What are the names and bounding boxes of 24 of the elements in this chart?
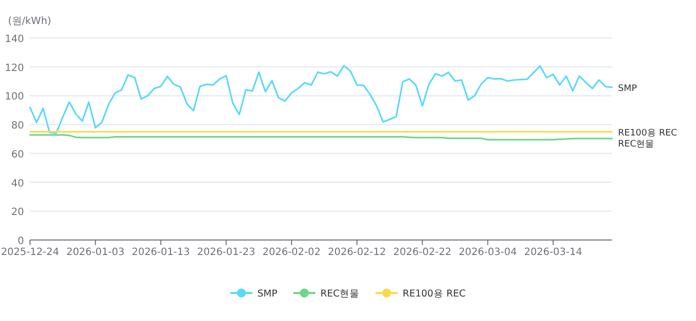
y-tick-label: 100 bbox=[4, 92, 24, 103]
x-tick-label: 2026-01-13 bbox=[132, 247, 190, 258]
x-tick-label: 2026-01-23 bbox=[197, 247, 256, 258]
y-tick-label: 80 bbox=[11, 120, 24, 132]
y-tick-label: 140 bbox=[4, 34, 24, 45]
x-tick-label: 2026-01-03 bbox=[66, 247, 124, 258]
x-tick-label: 2026-02-12 bbox=[328, 247, 386, 258]
y-axis-title: (원/kWh) bbox=[8, 16, 52, 27]
legend-label: REC현물 bbox=[320, 288, 360, 300]
x-tick-label: 2026-02-22 bbox=[393, 247, 452, 258]
y-tick-label: 20 bbox=[11, 207, 24, 218]
legend-label: RE100용 REC bbox=[402, 288, 466, 300]
x-tick-label: 2026-03-14 bbox=[524, 247, 582, 258]
x-tick-label: 2026-03-04 bbox=[458, 247, 517, 258]
text: SMP bbox=[618, 84, 637, 94]
legend-label: SMP bbox=[257, 288, 278, 300]
y-tick-label: 120 bbox=[4, 62, 24, 74]
y-tick-label: 0 bbox=[18, 236, 24, 247]
y-tick-label: 60 bbox=[11, 149, 24, 160]
text: RE100용 REC bbox=[618, 128, 678, 138]
x-tick-label: 2025-12-24 bbox=[0, 247, 60, 258]
y-tick-label: 40 bbox=[11, 178, 24, 190]
x-tick-label: 2026-02-02 bbox=[262, 247, 321, 258]
text: REC현물 bbox=[618, 139, 654, 150]
